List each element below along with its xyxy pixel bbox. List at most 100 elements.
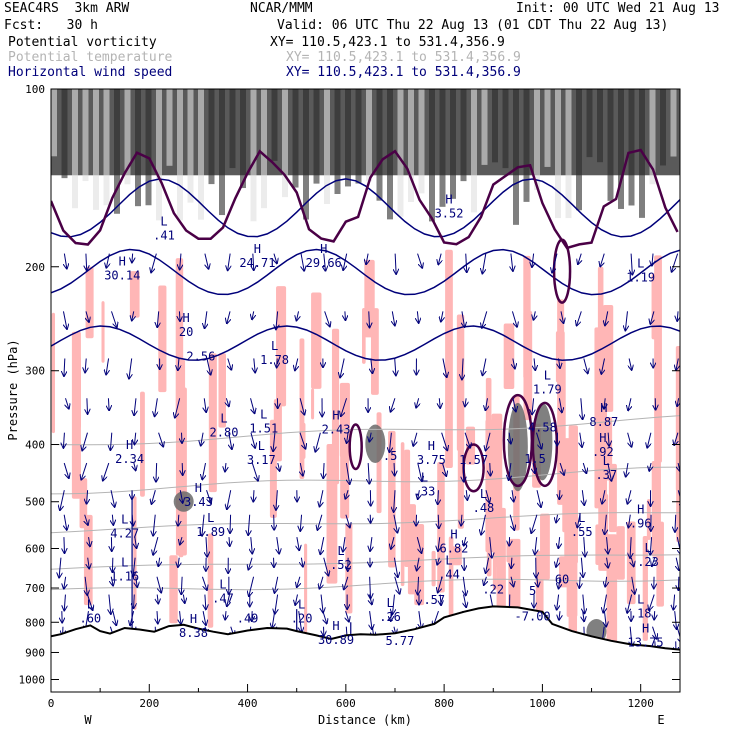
- extremum-value: 8.87: [589, 415, 618, 429]
- wind-vector: [438, 514, 439, 528]
- extremum-label: L2.80: [210, 412, 239, 440]
- wind-vector: [253, 253, 254, 271]
- extremum-value: 5.77: [385, 634, 414, 648]
- wind-vector: [180, 611, 181, 624]
- wind-vector: [341, 398, 348, 416]
- extremum-type: L: [219, 577, 226, 591]
- wind-vector: [297, 576, 300, 587]
- wind-vector: [151, 490, 156, 504]
- wind-vector: [204, 398, 206, 412]
- extremum-label: 5: [529, 584, 536, 598]
- extremum-label: L.20: [291, 597, 313, 625]
- wind-vector: [600, 253, 605, 267]
- wind-vector: [464, 594, 467, 608]
- wind-vector: [558, 537, 559, 548]
- wind-vector: [370, 611, 372, 629]
- wind-vector: [419, 611, 421, 628]
- stratosphere-streak: [366, 89, 372, 182]
- stratosphere-streak: [397, 89, 404, 217]
- wind-vector: [631, 557, 633, 567]
- wind-vector: [89, 537, 90, 546]
- extremum-label: L1.78: [260, 339, 289, 367]
- extremum-value: .26: [379, 610, 401, 624]
- extremum-value: .57: [423, 593, 445, 607]
- stratosphere-streak: [334, 89, 341, 194]
- wind-vector: [59, 557, 61, 578]
- wind-vector: [204, 253, 209, 269]
- stratosphere-streak: [607, 89, 614, 201]
- wind-vector: [391, 537, 394, 549]
- wind-vector: [601, 358, 604, 373]
- wind-vector: [438, 253, 441, 265]
- wind-vector: [251, 462, 258, 481]
- stratosphere-streak: [166, 89, 173, 166]
- stratosphere-streak: [240, 89, 246, 189]
- wind-vector: [179, 311, 180, 321]
- field-3-label: Horizontal wind speed: [8, 65, 173, 80]
- extremum-label: H8.87: [589, 401, 618, 429]
- extremum-value: 2.56: [186, 349, 215, 363]
- pv-contour: [348, 423, 363, 471]
- wind-vector: [157, 594, 158, 604]
- wind-vector: [320, 537, 323, 554]
- y-tick-label: 400: [25, 439, 45, 452]
- wind-vector: [437, 557, 439, 565]
- wind-vector: [509, 514, 514, 530]
- extremum-value: 3.17: [247, 453, 276, 467]
- wind-vector: [583, 462, 586, 473]
- extremum-type: H: [332, 619, 339, 633]
- wind-vector: [158, 432, 164, 447]
- wind-vector: [346, 610, 349, 622]
- stratosphere-streak: [649, 89, 656, 185]
- wind-vector: [649, 462, 651, 471]
- plot-frame: [50, 88, 681, 693]
- extremum-value: 20: [179, 325, 193, 339]
- extremum-value: 2.80: [210, 426, 239, 440]
- wind-vector: [323, 557, 329, 576]
- pv-shade-streak: [208, 353, 217, 493]
- extremum-label: L1.89: [196, 511, 225, 539]
- stratosphere-streak: [513, 89, 519, 225]
- wind-vector: [395, 358, 396, 375]
- stratosphere-streak: [450, 89, 456, 199]
- extremum-type: H: [600, 401, 607, 415]
- wind-vector: [511, 253, 513, 271]
- extrema-labels: L.41H30.14H24.71H29.66H3.52L1.19H202.56L…: [79, 192, 663, 649]
- wind-vector: [88, 557, 89, 569]
- wind-vector: [582, 490, 584, 505]
- west-label: W: [84, 713, 92, 727]
- wind-vector: [227, 311, 230, 323]
- stratosphere-streak: [51, 89, 57, 157]
- wind-vector: [482, 358, 485, 375]
- wind-vector: [323, 463, 324, 478]
- pv-shade-streak: [555, 331, 565, 383]
- extremum-value: 30.14: [104, 268, 140, 282]
- theta-contour: [51, 578, 680, 591]
- extremum-value: .48: [473, 501, 495, 515]
- extremum-label: .22: [482, 582, 504, 596]
- x-tick-label: 400: [238, 697, 258, 710]
- y-tick-label: 100: [25, 83, 45, 96]
- extremum-label: L.23: [637, 541, 659, 569]
- wind-vector: [87, 594, 92, 611]
- stratosphere-streak: [261, 89, 267, 209]
- wind-vector: [583, 358, 588, 373]
- wind-vector: [225, 462, 226, 471]
- wind-vector: [113, 611, 116, 625]
- pv-shade-streak: [448, 536, 454, 639]
- extremum-label: .49: [237, 611, 259, 625]
- wind-vector: [110, 432, 111, 450]
- wind-vector: [64, 358, 65, 375]
- wind-vector: [206, 358, 211, 374]
- wind-vector: [676, 358, 678, 369]
- wind-vector: [178, 514, 179, 526]
- pv-gray-feature: [532, 402, 553, 481]
- wind-vector: [60, 490, 65, 510]
- stratosphere-streak: [345, 89, 351, 187]
- wind-vector: [252, 311, 254, 319]
- pv-shade-streak: [311, 388, 315, 420]
- wind-vector: [276, 490, 277, 510]
- wind-vector: [395, 253, 396, 274]
- wind-vector: [181, 576, 182, 594]
- wind-vector: [134, 398, 136, 415]
